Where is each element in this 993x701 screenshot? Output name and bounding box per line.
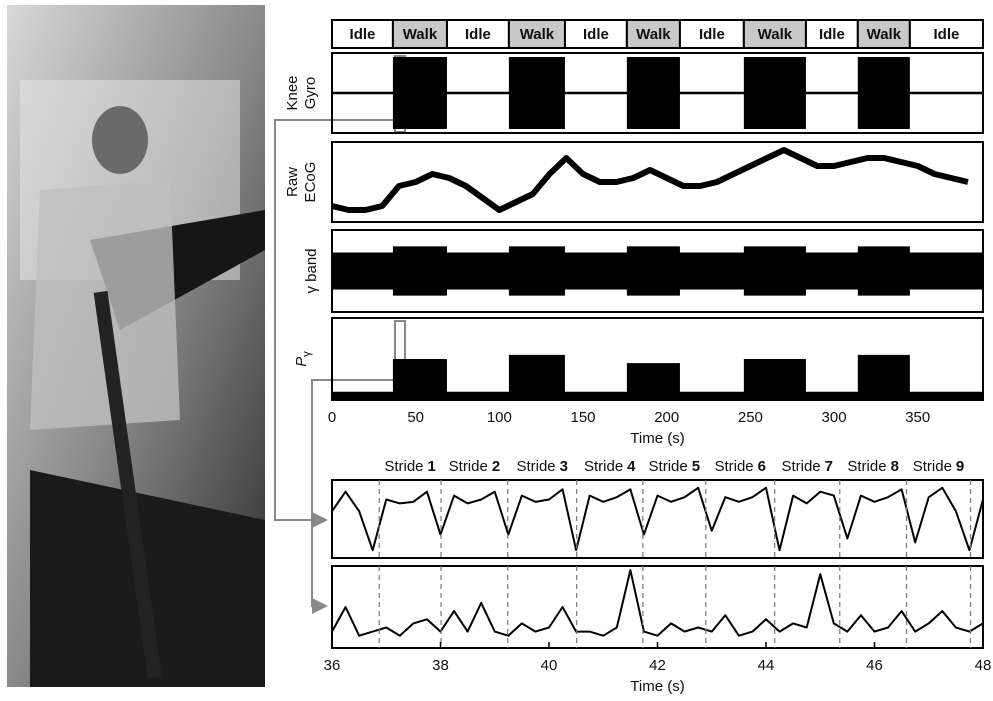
- stride-number: 9: [956, 458, 964, 475]
- stride-word: Stride: [714, 458, 753, 475]
- stride-label: Stride 3: [516, 458, 568, 475]
- x-tick-label: 42: [649, 657, 666, 674]
- x-tick-label: 36: [324, 657, 341, 674]
- stride-word: Stride: [384, 458, 423, 475]
- x-tick-label: 40: [541, 657, 558, 674]
- x-tick-label: 100: [487, 409, 512, 426]
- y-label-main: P: [293, 357, 310, 367]
- y-label-sub: γ: [301, 351, 313, 357]
- signal-line: [332, 150, 968, 210]
- stride-number: 4: [627, 458, 636, 475]
- signal-line: [332, 488, 983, 550]
- x-axis-label: Time (s): [630, 678, 684, 695]
- y-label-line: Raw: [284, 167, 301, 197]
- segment-label: Walk: [867, 26, 902, 43]
- x-tick-label: 44: [758, 657, 775, 674]
- signal-band: [332, 57, 983, 129]
- y-label-line: Knee: [284, 75, 301, 110]
- y-label: Pγ: [293, 351, 313, 367]
- signal-line: [332, 570, 983, 636]
- segment-label: Idle: [819, 26, 845, 43]
- x-tick-label: 200: [654, 409, 679, 426]
- stride-number: 6: [758, 458, 766, 475]
- x-tick-label: 300: [822, 409, 847, 426]
- stride-word: Stride: [449, 458, 488, 475]
- stride-label: Stride 1: [384, 458, 436, 475]
- segment-label: Idle: [583, 26, 609, 43]
- segment-label: Idle: [465, 26, 491, 43]
- x-tick-label: 350: [905, 409, 930, 426]
- stride-label: Stride 7: [781, 458, 833, 475]
- stride-label: Stride 6: [714, 458, 766, 475]
- panel-frame: [332, 480, 983, 558]
- segment-label: Idle: [934, 26, 960, 43]
- stride-word: Stride: [516, 458, 555, 475]
- stride-word: Stride: [649, 458, 688, 475]
- x-tick-label: 50: [407, 409, 424, 426]
- y-label: KneeGyro: [284, 75, 319, 110]
- stride-word: Stride: [913, 458, 952, 475]
- figure: Idle Walk Idle Walk Idle Walk Idle Walk Idle Walk…: [0, 0, 993, 701]
- segment-label: Walk: [636, 26, 671, 43]
- segment-label: Idle: [699, 26, 725, 43]
- stride-number: 1: [428, 458, 436, 475]
- connectors: [275, 56, 405, 606]
- stride-word: Stride: [584, 458, 623, 475]
- stride-word: Stride: [847, 458, 886, 475]
- x-tick-label: 38: [432, 657, 449, 674]
- x-tick-label: 250: [738, 409, 763, 426]
- x-tick-label: 48: [975, 657, 992, 674]
- y-label-line: Gyro: [302, 77, 319, 110]
- segment-label: Idle: [350, 26, 376, 43]
- x-tick-label: 46: [866, 657, 883, 674]
- x-axis-label: Time (s): [630, 430, 684, 447]
- y-label: γ band: [303, 248, 320, 293]
- panel-frame: [332, 142, 983, 222]
- signal-band: [332, 246, 983, 295]
- stride-number: 3: [560, 458, 568, 475]
- stride-label: Stride 8: [847, 458, 899, 475]
- y-label-line: γ band: [303, 248, 320, 293]
- x-tick-label: 0: [328, 409, 336, 426]
- y-label: RawECoG: [284, 162, 319, 203]
- stride-word: Stride: [781, 458, 820, 475]
- stride-number: 7: [825, 458, 833, 475]
- stride-number: 5: [692, 458, 700, 475]
- photo: [7, 5, 265, 687]
- segment-label: Walk: [403, 26, 438, 43]
- segment-label: Walk: [520, 26, 555, 43]
- stride-number: 8: [891, 458, 899, 475]
- y-label-line: ECoG: [302, 162, 319, 203]
- x-tick-label: 150: [571, 409, 596, 426]
- stride-number: 2: [492, 458, 500, 475]
- signal-area: [332, 355, 983, 400]
- segment-label: Walk: [758, 26, 793, 43]
